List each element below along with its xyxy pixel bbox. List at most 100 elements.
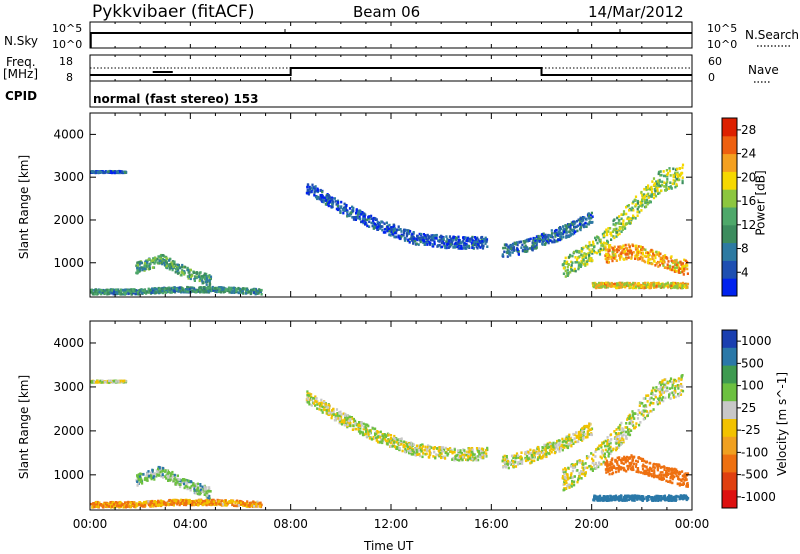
power-cell xyxy=(566,274,569,277)
power-cell xyxy=(435,233,438,237)
velocity-cell xyxy=(432,446,435,450)
power-cell xyxy=(612,219,615,223)
velocity-cell xyxy=(510,454,514,458)
power-cell xyxy=(570,260,573,264)
power-cell xyxy=(423,243,426,246)
power-cell xyxy=(502,246,505,250)
power-cell xyxy=(507,250,510,253)
power-cell xyxy=(453,236,456,239)
power-cell xyxy=(115,288,118,291)
velocity-cell xyxy=(607,452,610,455)
velocity-cell xyxy=(679,393,683,396)
power-cell xyxy=(535,246,538,249)
velocity-cell xyxy=(625,455,629,459)
power-cell xyxy=(205,283,208,286)
velocity-cell xyxy=(460,457,463,460)
power-cell xyxy=(330,196,334,200)
velocity-cell xyxy=(359,432,362,435)
velocity-cell xyxy=(584,462,587,465)
velocity-cell xyxy=(678,470,681,474)
velocity-cell xyxy=(461,458,464,462)
power-cell xyxy=(547,236,550,239)
velocity-cell xyxy=(310,404,313,407)
power-cell xyxy=(618,282,621,285)
power-cell xyxy=(641,259,644,262)
power-cell xyxy=(370,217,373,221)
power-cell xyxy=(614,282,617,286)
power-cell xyxy=(187,277,190,280)
velocity-cell xyxy=(364,433,367,436)
power-cell xyxy=(100,289,103,292)
power-cell xyxy=(636,249,639,252)
power-cell xyxy=(440,234,443,238)
power-cell xyxy=(376,228,380,231)
power-cell xyxy=(660,173,663,177)
velocity-cell xyxy=(580,470,583,473)
power-cell xyxy=(644,248,647,252)
velocity-cell xyxy=(428,450,431,454)
power-cell xyxy=(393,235,396,239)
velocity-cell xyxy=(678,484,681,487)
power-cell xyxy=(462,239,465,242)
velocity-cell xyxy=(615,440,618,443)
power-cell xyxy=(372,219,375,223)
velocity-cell xyxy=(344,416,347,419)
power-cell xyxy=(581,256,584,260)
power-cell xyxy=(650,191,654,194)
velocity-cell xyxy=(343,423,346,427)
power-cell xyxy=(195,272,199,275)
power-cell xyxy=(171,286,174,290)
power-cell xyxy=(652,196,656,200)
power-cell xyxy=(578,250,581,253)
power-cell xyxy=(147,291,150,294)
velocity-cell xyxy=(535,450,538,454)
velocity-cell xyxy=(669,380,672,383)
power-cell xyxy=(140,289,143,292)
velocity-cell xyxy=(685,482,689,486)
power-cell xyxy=(610,281,613,285)
power-cell xyxy=(512,243,515,246)
power-cell xyxy=(674,261,677,265)
power-cell xyxy=(228,288,231,291)
velocity-cell xyxy=(619,423,622,427)
power-cell xyxy=(411,232,414,236)
power-cell xyxy=(644,281,647,285)
power-cell xyxy=(463,236,466,239)
power-cell xyxy=(355,215,358,219)
velocity-cell xyxy=(554,444,557,448)
power-cell xyxy=(618,215,621,218)
velocity-cell xyxy=(466,455,470,458)
power-cell xyxy=(562,263,565,266)
velocity-cell xyxy=(418,445,422,449)
power-cell xyxy=(200,275,203,278)
power-cell xyxy=(628,281,631,285)
power-cell xyxy=(314,189,317,193)
power-cell xyxy=(105,288,108,292)
velocity-cell xyxy=(360,421,363,424)
power-cell xyxy=(331,203,334,206)
velocity-cell xyxy=(615,447,618,450)
velocity-cell xyxy=(381,439,384,442)
power-cell xyxy=(631,286,635,290)
power-cell xyxy=(391,232,394,235)
velocity-cell xyxy=(578,471,581,475)
power-cell xyxy=(170,266,173,270)
power-cell xyxy=(523,250,526,253)
power-cell xyxy=(559,236,562,239)
velocity-cell xyxy=(561,476,564,480)
velocity-cell xyxy=(505,465,508,469)
velocity-cell xyxy=(442,446,445,449)
velocity-cell xyxy=(415,448,418,452)
power-cell xyxy=(148,267,151,270)
power-cell xyxy=(426,241,429,245)
velocity-cell xyxy=(664,473,667,476)
power-cell xyxy=(183,270,186,273)
velocity-cell xyxy=(408,451,411,455)
power-cell xyxy=(571,261,574,264)
power-cell xyxy=(424,234,427,237)
velocity-cell xyxy=(616,466,619,470)
power-cell xyxy=(119,170,122,173)
power-cell xyxy=(168,286,171,290)
velocity-cell xyxy=(565,444,568,448)
